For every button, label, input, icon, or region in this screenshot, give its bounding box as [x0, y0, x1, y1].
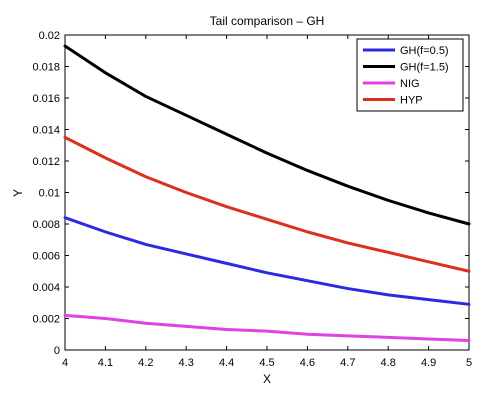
- y-axis: 0 0.002 0.004 0.006 0.008 0.01 0.012 0.014 0.016…: [32, 30, 469, 357]
- legend-label: GH(f=1.5): [400, 62, 449, 74]
- x-tick-label: 4.1: [98, 357, 113, 369]
- y-tick-label: 0.008: [32, 219, 60, 231]
- y-tick-label: 0.006: [32, 251, 60, 263]
- x-tick-label: 4.8: [381, 357, 396, 369]
- x-tick-label: 4.4: [219, 357, 234, 369]
- y-tick-label: 0.018: [32, 62, 60, 74]
- y-tick-label: 0.014: [32, 125, 60, 137]
- x-axis: 4 4.1 4.2 4.3 4.4 4.5 4.6 4.7 4.8 4.9 5: [62, 35, 472, 369]
- series-lines: [63, 44, 471, 343]
- y-tick-label: 0: [54, 345, 60, 357]
- series-line-hyp: [63, 135, 471, 273]
- x-tick-label: 4.9: [421, 357, 436, 369]
- y-axis-title: Y: [11, 189, 25, 197]
- legend-label: HYP: [400, 95, 423, 107]
- legend-label: NIG: [400, 78, 420, 90]
- chart-title: Tail comparison – GH: [210, 14, 325, 28]
- y-tick-label: 0.004: [32, 282, 60, 294]
- x-tick-label: 4.7: [340, 357, 355, 369]
- x-axis-title: X: [263, 372, 271, 386]
- series-line-gh-f-0-5: [63, 216, 471, 306]
- x-tick-label: 4.2: [138, 357, 153, 369]
- x-tick-label: 4: [62, 357, 68, 369]
- series-line-nig: [63, 313, 471, 343]
- x-tick-label: 5: [466, 357, 472, 369]
- y-tick-label: 0.01: [39, 188, 60, 200]
- x-tick-label: 4.6: [300, 357, 315, 369]
- y-tick-label: 0.012: [32, 156, 60, 168]
- x-tick-label: 4.3: [179, 357, 194, 369]
- y-tick-label: 0.016: [32, 93, 60, 105]
- y-tick-label: 0.002: [32, 314, 60, 326]
- y-tick-label: 0.02: [39, 30, 60, 42]
- series-line-gh-f-1-5: [63, 44, 471, 226]
- legend: GH(f=0.5) GH(f=1.5) NIG HYP: [356, 38, 464, 112]
- legend-label: GH(f=0.5): [400, 45, 449, 57]
- x-tick-label: 4.5: [259, 357, 274, 369]
